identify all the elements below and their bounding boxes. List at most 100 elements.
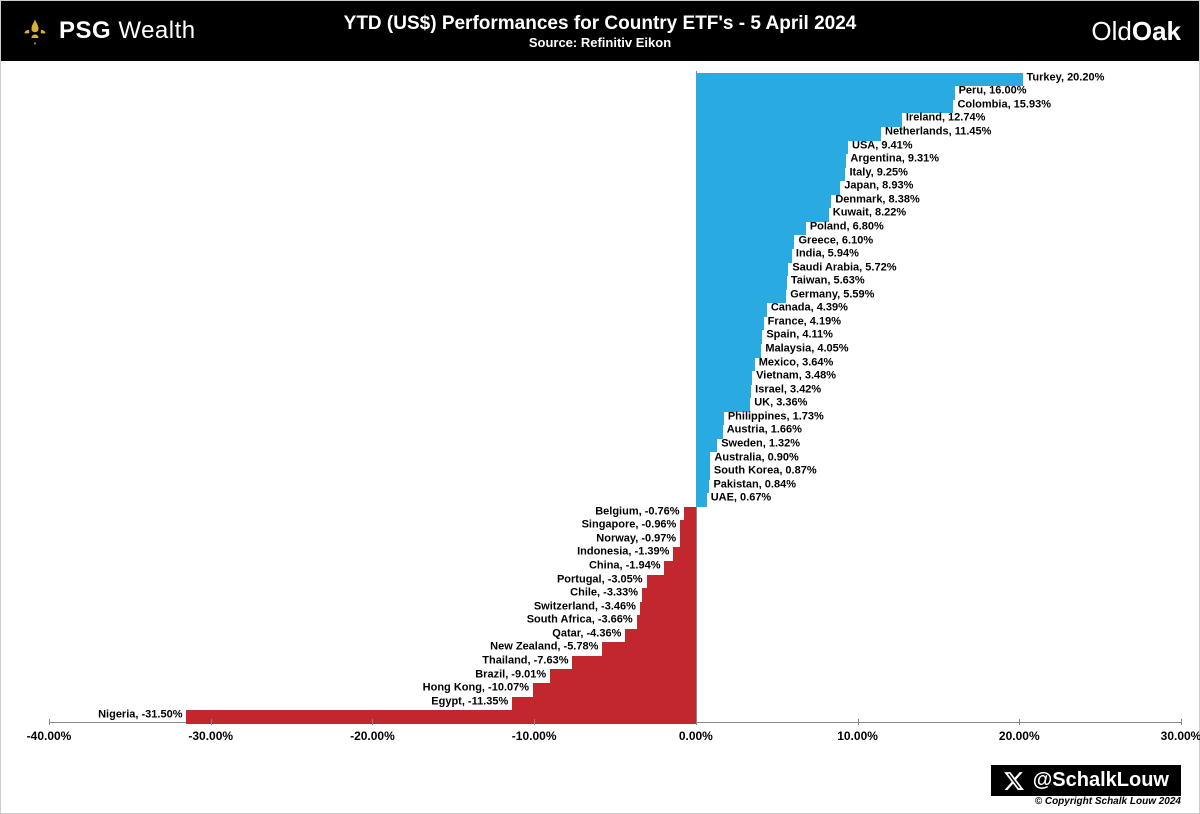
bar-label: Canada, 4.39% — [771, 303, 848, 314]
bar-row: Switzerland, -3.46% — [49, 600, 1181, 614]
bar-label: Taiwan, 5.63% — [791, 276, 865, 287]
bar-label: South Korea, 0.87% — [714, 466, 817, 477]
bar-row: Portugal, -3.05% — [49, 573, 1181, 587]
bar-label: Belgium, -0.76% — [595, 506, 679, 517]
fleur-icon — [19, 15, 51, 47]
bar-label: France, 4.19% — [768, 316, 841, 327]
x-tick-mark — [372, 719, 373, 725]
bar-row: South Africa, -3.66% — [49, 614, 1181, 628]
bar-row: USA, 9.41% — [49, 139, 1181, 153]
bar-label: New Zealand, -5.78% — [490, 642, 598, 653]
bar-row: Germany, 5.59% — [49, 288, 1181, 302]
bar-row: Australia, 0.90% — [49, 451, 1181, 465]
x-tick: -10.00% — [512, 729, 557, 743]
bar-label: Japan, 8.93% — [844, 181, 913, 192]
x-tick-mark — [696, 719, 697, 725]
logo-oldoak: OldOak — [1091, 16, 1181, 47]
logo-psg-wealth: PSG Wealth — [19, 15, 196, 47]
bar-row: Norway, -0.97% — [49, 532, 1181, 546]
bar-label: Colombia, 15.93% — [957, 99, 1051, 110]
bar-row: Colombia, 15.93% — [49, 98, 1181, 112]
x-tick: 10.00% — [837, 729, 878, 743]
bar-row: New Zealand, -5.78% — [49, 641, 1181, 655]
bar-label: UK, 3.36% — [754, 398, 807, 409]
bar-label: Qatar, -4.36% — [552, 628, 621, 639]
bar-label: Switzerland, -3.46% — [534, 601, 636, 612]
handle-text: @SchalkLouw — [1033, 769, 1169, 792]
bar-row: Greece, 6.10% — [49, 234, 1181, 248]
bar-label: UAE, 0.67% — [711, 493, 772, 504]
bar-label: Poland, 6.80% — [810, 221, 884, 232]
bar-row: Belgium, -0.76% — [49, 505, 1181, 519]
bar-row: Ireland, 12.74% — [49, 112, 1181, 126]
bar-row: Israel, 3.42% — [49, 383, 1181, 397]
bar-row: India, 5.94% — [49, 247, 1181, 261]
x-tick-mark — [858, 719, 859, 725]
footer: @SchalkLouw © Copyright Schalk Louw 2024 — [991, 765, 1181, 807]
bar-label: Argentina, 9.31% — [850, 154, 939, 165]
bar-label: China, -1.94% — [589, 561, 661, 572]
plot-area: Turkey, 20.20%Peru, 16.00%Colombia, 15.9… — [49, 71, 1181, 723]
bar-row: UK, 3.36% — [49, 397, 1181, 411]
logo-text: PSG Wealth — [59, 17, 196, 45]
twitter-handle: @SchalkLouw — [991, 765, 1181, 796]
bar-row: South Korea, 0.87% — [49, 464, 1181, 478]
bar-row: Brazil, -9.01% — [49, 668, 1181, 682]
bar-row: China, -1.94% — [49, 559, 1181, 573]
x-tick: 30.00% — [1161, 729, 1200, 743]
bar-label: Israel, 3.42% — [755, 384, 821, 395]
bar-label: Malaysia, 4.05% — [765, 344, 848, 355]
bar-row: Philippines, 1.73% — [49, 410, 1181, 424]
bar-row: Italy, 9.25% — [49, 166, 1181, 180]
bar-label: Indonesia, -1.39% — [577, 547, 669, 558]
bar-label: Egypt, -11.35% — [431, 696, 508, 707]
chart-area: Turkey, 20.20%Peru, 16.00%Colombia, 15.9… — [49, 71, 1181, 753]
bar-row: UAE, 0.67% — [49, 491, 1181, 505]
x-tick-mark — [211, 719, 212, 725]
bar-label: Spain, 4.11% — [766, 330, 833, 341]
bar-row: Turkey, 20.20% — [49, 71, 1181, 85]
x-logo-icon — [1003, 770, 1025, 792]
bar-row: France, 4.19% — [49, 315, 1181, 329]
bar-label: Sweden, 1.32% — [721, 438, 800, 449]
bar-label: Kuwait, 8.22% — [833, 208, 906, 219]
bar-label: Pakistan, 0.84% — [713, 479, 796, 490]
bar-label: Denmark, 8.38% — [835, 194, 919, 205]
bar-label: Australia, 0.90% — [714, 452, 798, 463]
header: PSG Wealth YTD (US$) Performances for Co… — [1, 1, 1199, 61]
x-tick-mark — [1019, 719, 1020, 725]
bar-row: Sweden, 1.32% — [49, 437, 1181, 451]
x-tick-mark — [534, 719, 535, 725]
bar-row: Chile, -3.33% — [49, 586, 1181, 600]
bar-label: Hong Kong, -10.07% — [423, 683, 529, 694]
bar-label: Nigeria, -31.50% — [98, 710, 182, 721]
x-tick-mark — [1181, 719, 1182, 725]
bar-label: Vietnam, 3.48% — [756, 371, 836, 382]
copyright: © Copyright Schalk Louw 2024 — [1035, 796, 1181, 807]
bar-label: Austria, 1.66% — [727, 425, 802, 436]
bar-label: Chile, -3.33% — [570, 588, 638, 599]
bar-row: Nigeria, -31.50% — [49, 708, 1181, 722]
bar-label: Singapore, -0.96% — [582, 520, 677, 531]
bar-row: Vietnam, 3.48% — [49, 369, 1181, 383]
x-axis: -40.00%-30.00%-20.00%-10.00%0.00%10.00%2… — [49, 723, 1181, 753]
x-tick: 20.00% — [999, 729, 1040, 743]
bar-label: Mexico, 3.64% — [759, 357, 834, 368]
bar-label: Brazil, -9.01% — [475, 669, 546, 680]
bar-row: Argentina, 9.31% — [49, 152, 1181, 166]
bar-label: Netherlands, 11.45% — [885, 127, 991, 138]
bar-row: Kuwait, 8.22% — [49, 207, 1181, 221]
x-tick: 0.00% — [679, 729, 713, 743]
bar-row: Spain, 4.11% — [49, 329, 1181, 343]
bar-row: Qatar, -4.36% — [49, 627, 1181, 641]
bar-row: Austria, 1.66% — [49, 424, 1181, 438]
bar-label: Portugal, -3.05% — [557, 574, 643, 585]
bar-row: Canada, 4.39% — [49, 302, 1181, 316]
bar-label: Greece, 6.10% — [799, 235, 874, 246]
bar-label: Ireland, 12.74% — [906, 113, 986, 124]
bar-row: Indonesia, -1.39% — [49, 546, 1181, 560]
bar-row: Taiwan, 5.63% — [49, 274, 1181, 288]
bar-label: Philippines, 1.73% — [728, 411, 824, 422]
bar-label: Saudi Arabia, 5.72% — [792, 262, 896, 273]
x-tick: -20.00% — [350, 729, 395, 743]
